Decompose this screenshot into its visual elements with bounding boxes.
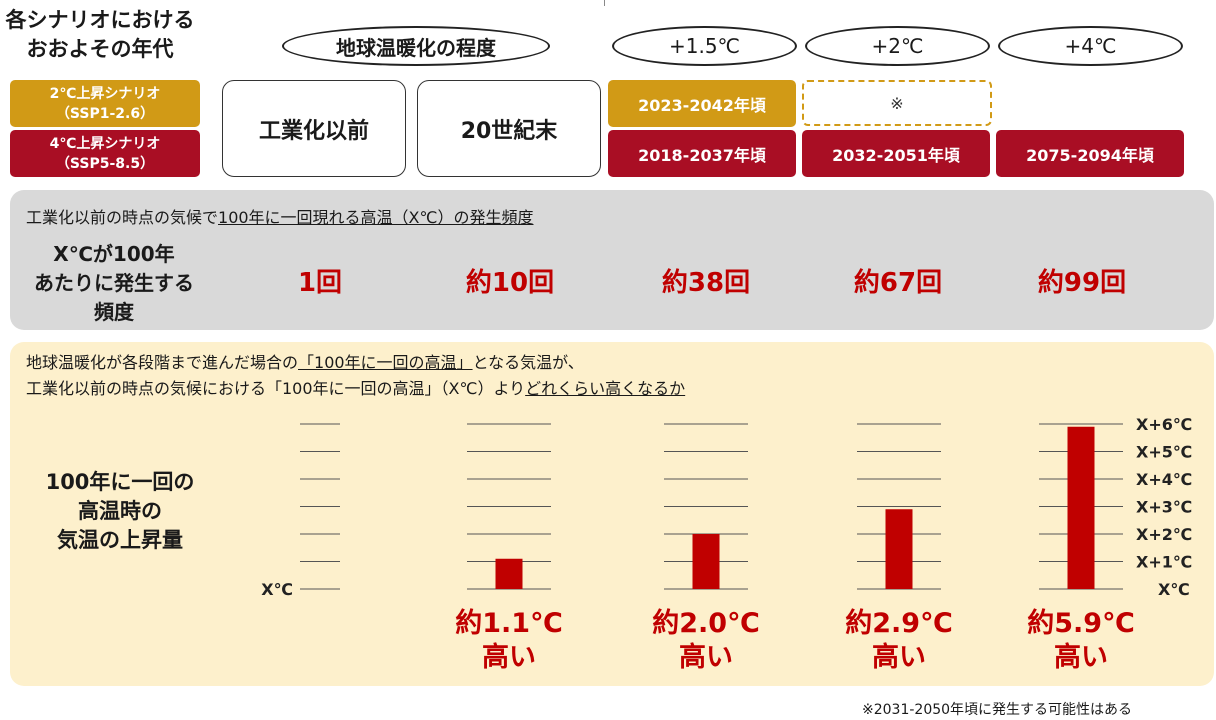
years-2-ssp585: 2032-2051年頃 bbox=[802, 130, 990, 177]
bar-label-4: 約5.9℃ bbox=[1027, 607, 1135, 639]
rise-label-line-3: 気温の上昇量 bbox=[57, 528, 183, 552]
y-tick-label-0: X℃ bbox=[1158, 580, 1190, 599]
frequency-label-line-1: X℃が100年 bbox=[53, 242, 175, 266]
warming-level-4: +4℃ bbox=[998, 26, 1183, 66]
bar-label-3: 約2.9℃ bbox=[845, 607, 953, 639]
years-2-ssp126-note: ※ bbox=[802, 80, 992, 126]
y-tick-label-5: X+5℃ bbox=[1136, 443, 1192, 462]
y-tick-label-1: X+1℃ bbox=[1136, 553, 1192, 572]
rise-row-label: 100年に一回の 高温時の 気温の上昇量 bbox=[20, 468, 220, 555]
rise-desc-line-1: 地球温暖化が各段階まで進んだ場合の「100年に一回の高温」となる気温が、 bbox=[26, 350, 685, 376]
frequency-value-2: 約38回 bbox=[661, 268, 751, 298]
rise-desc-1-ul: 「100年に一回の高温」 bbox=[298, 353, 473, 372]
years-4-ssp585: 2075-2094年頃 bbox=[996, 130, 1184, 177]
scenario-ssp585-name: 4℃上昇シナリオ bbox=[49, 135, 161, 152]
frequency-row-label: X℃が100年 あたりに発生する 頻度 bbox=[14, 240, 214, 327]
temperature-rise-panel bbox=[10, 342, 1214, 686]
warming-degree-header: 地球温暖化の程度 bbox=[282, 26, 550, 66]
rise-desc-line-2: 工業化以前の時点の気候における「100年に一回の高温」（X℃）よりどれくらい高く… bbox=[26, 376, 685, 402]
y-tick-label-3: X+3℃ bbox=[1136, 498, 1192, 517]
frequency-value-2-9: 約67回 bbox=[853, 268, 943, 298]
bar-label-2: 約2.0℃ bbox=[652, 607, 760, 639]
scenario-ssp126-badge: 2℃上昇シナリオ （SSP1-2.6） bbox=[10, 80, 200, 127]
footnote: ※2031-2050年頃に発生する可能性はある bbox=[862, 702, 1133, 718]
frequency-value-1-5: 約10回 bbox=[465, 268, 555, 298]
y-tick-label-4: X+4℃ bbox=[1136, 470, 1192, 489]
row-label-line-1: 各シナリオにおける bbox=[5, 8, 195, 32]
y-tick-label-6: X+6℃ bbox=[1136, 415, 1192, 434]
scenario-ssp585-code: （SSP5-8.5） bbox=[55, 155, 155, 172]
rise-desc-2-pre: 工業化以前の時点の気候における「100年に一回の高温」（X℃）より bbox=[26, 379, 526, 398]
top-divider-tick bbox=[604, 0, 605, 6]
period-late-20th-century: 20世紀末 bbox=[417, 80, 601, 177]
bar-label-1: 約1.1℃ bbox=[455, 607, 563, 639]
rise-desc-1-post: となる気温が、 bbox=[472, 353, 584, 372]
years-1-5-ssp126: 2023-2042年頃 bbox=[608, 80, 796, 127]
left-tick-label: X℃ bbox=[261, 580, 293, 599]
years-1-5-ssp585: 2018-2037年頃 bbox=[608, 130, 796, 177]
rise-label-line-2: 高温時の bbox=[78, 499, 162, 523]
warming-level-1-5: +1.5℃ bbox=[612, 26, 797, 66]
row-label-line-2: おおよその年代 bbox=[26, 37, 174, 61]
scenario-ssp126-code: （SSP1-2.6） bbox=[55, 105, 155, 122]
bar-sublabel-1: 高い bbox=[482, 641, 536, 673]
row-label-title: 各シナリオにおける おおよその年代 bbox=[0, 6, 200, 64]
scenario-ssp126-name: 2℃上昇シナリオ bbox=[49, 85, 161, 102]
rise-desc-2-ul: どれくらい高くなるか bbox=[525, 379, 686, 398]
frequency-panel bbox=[10, 190, 1214, 330]
frequency-description: 工業化以前の時点の気候で100年に一回現れる高温（X℃）の発生頻度 bbox=[26, 204, 534, 228]
frequency-value-preindustrial: 1回 bbox=[297, 268, 343, 298]
bar-4 bbox=[1067, 426, 1095, 589]
bar-sublabel-3: 高い bbox=[872, 641, 926, 673]
frequency-desc-pre: 工業化以前の時点の気候で bbox=[26, 208, 219, 227]
bar-1 bbox=[495, 558, 523, 589]
warming-level-2: +2℃ bbox=[805, 26, 990, 66]
scenario-ssp585-badge: 4℃上昇シナリオ （SSP5-8.5） bbox=[10, 130, 200, 177]
rise-description: 地球温暖化が各段階まで進んだ場合の「100年に一回の高温」となる気温が、 工業化… bbox=[26, 350, 685, 402]
bar-3 bbox=[885, 509, 913, 589]
frequency-label-line-2: あたりに発生する bbox=[34, 271, 194, 295]
bar-sublabel-2: 高い bbox=[679, 641, 733, 673]
bar-2 bbox=[692, 534, 720, 589]
frequency-label-line-3: 頻度 bbox=[94, 300, 134, 324]
y-tick-label-2: X+2℃ bbox=[1136, 525, 1192, 544]
frequency-desc-underlined: 100年に一回現れる高温（X℃）の発生頻度 bbox=[218, 208, 534, 227]
bar-sublabel-4: 高い bbox=[1054, 641, 1108, 673]
rise-label-line-1: 100年に一回の bbox=[45, 470, 195, 494]
frequency-value-4: 約99回 bbox=[1037, 268, 1127, 298]
rise-desc-1-pre: 地球温暖化が各段階まで進んだ場合の bbox=[26, 353, 299, 372]
period-preindustrial: 工業化以前 bbox=[222, 80, 406, 177]
